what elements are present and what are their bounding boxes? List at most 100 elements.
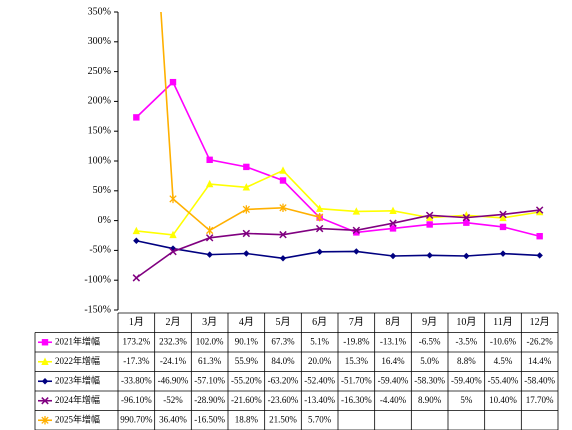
- marker: [279, 255, 287, 262]
- table-cell: -13.40%: [304, 395, 335, 405]
- y-tick-label: 100%: [88, 155, 111, 166]
- marker: [41, 357, 49, 365]
- marker: [206, 226, 214, 235]
- table-cell: 10.40%: [489, 395, 517, 405]
- marker: [41, 339, 49, 346]
- marker: [462, 213, 471, 222]
- marker: [41, 378, 49, 385]
- marker: [536, 233, 543, 240]
- table-cell: 17.70%: [526, 395, 554, 405]
- marker: [353, 229, 360, 236]
- legend-label: 2022年增幅: [55, 355, 100, 366]
- marker: [426, 252, 433, 259]
- table-cell: -55.20%: [231, 375, 262, 385]
- marker: [353, 248, 360, 255]
- table-cell: -33.80%: [121, 375, 152, 385]
- legend-label: 2023年增幅: [55, 374, 100, 385]
- y-tick-label: 200%: [88, 96, 111, 107]
- table-cell: -21.60%: [231, 395, 262, 405]
- table-cell: 173.2%: [122, 336, 150, 346]
- table-cell: 18.8%: [235, 414, 259, 424]
- table-cell: -96.10%: [121, 395, 152, 405]
- marker: [499, 223, 507, 231]
- table-cell: -26.2%: [527, 336, 554, 346]
- marker: [315, 224, 324, 233]
- marker: [389, 225, 397, 232]
- table-cell: -57.10%: [194, 375, 225, 385]
- marker: [499, 250, 507, 257]
- marker: [279, 230, 287, 239]
- marker: [169, 230, 177, 239]
- x-tick-label: 6月: [312, 316, 327, 328]
- marker: [133, 114, 140, 121]
- marker: [279, 203, 287, 212]
- legend-label: 2025年增幅: [55, 413, 100, 424]
- y-tick-label: 0%: [98, 215, 111, 226]
- marker: [169, 78, 177, 86]
- y-tick-label: 150%: [88, 125, 111, 136]
- table-cell: -52%: [163, 395, 183, 405]
- table-cell: -58.30%: [414, 375, 445, 385]
- marker: [536, 252, 543, 259]
- x-tick-label: 12月: [530, 316, 550, 328]
- y-tick-label: 300%: [88, 36, 111, 47]
- marker: [206, 251, 213, 258]
- marker: [169, 247, 177, 256]
- table-cell: 232.3%: [159, 336, 187, 346]
- marker: [499, 213, 507, 222]
- table-cell: -46.90%: [158, 375, 189, 385]
- table-cell: -58.40%: [524, 375, 555, 385]
- table-cell: -17.3%: [123, 356, 150, 366]
- x-tick-label: 7月: [349, 316, 364, 328]
- marker: [41, 397, 49, 405]
- table-cell: -13.1%: [380, 336, 407, 346]
- table-cell: 990.70%: [120, 414, 153, 424]
- marker: [205, 179, 214, 188]
- marker: [426, 221, 433, 228]
- y-tick-label: 50%: [93, 185, 111, 196]
- marker: [389, 206, 397, 215]
- table-cell: 14.4%: [528, 356, 552, 366]
- y-tick-label: 350%: [88, 6, 111, 17]
- table-cell: 8.8%: [457, 356, 476, 366]
- table-cell: -4.40%: [380, 395, 407, 405]
- series-line: [136, 239, 540, 260]
- table-cell: -10.6%: [490, 336, 517, 346]
- table-cell: 5.0%: [420, 356, 439, 366]
- y-tick-label: -150%: [84, 304, 111, 315]
- y-tick-label: -100%: [84, 274, 111, 285]
- series-line: [160, 12, 320, 232]
- series-line: [135, 209, 540, 279]
- table-cell: -63.20%: [268, 375, 299, 385]
- table-cell: -16.50%: [194, 414, 225, 424]
- table-cell: -52.40%: [304, 375, 335, 385]
- marker: [242, 205, 250, 214]
- marker: [463, 252, 470, 260]
- marker: [132, 274, 141, 282]
- table-cell: -23.60%: [268, 395, 299, 405]
- table-cell: -16.30%: [341, 395, 372, 405]
- marker: [169, 245, 177, 252]
- marker: [132, 226, 141, 235]
- x-tick-label: 9月: [422, 316, 437, 328]
- table-cell: -51.70%: [341, 375, 372, 385]
- table-cell: 61.3%: [198, 356, 222, 366]
- table-cell: -19.8%: [343, 336, 370, 346]
- marker: [205, 234, 214, 242]
- marker: [242, 183, 251, 191]
- marker: [499, 210, 507, 219]
- y-tick-label: 250%: [88, 66, 111, 77]
- x-tick-label: 11月: [493, 316, 513, 328]
- table-cell: -6.5%: [419, 336, 441, 346]
- legend-label: 2024年增幅: [55, 394, 100, 405]
- x-tick-label: 10月: [456, 316, 476, 328]
- table-cell: 102.0%: [196, 336, 224, 346]
- marker: [316, 213, 324, 222]
- table-cell: -59.40%: [378, 375, 409, 385]
- marker: [352, 226, 361, 235]
- y-tick-label: -50%: [89, 245, 111, 256]
- table-cell: 5.1%: [310, 336, 329, 346]
- marker: [389, 252, 397, 260]
- marker: [316, 248, 323, 256]
- marker: [279, 177, 287, 184]
